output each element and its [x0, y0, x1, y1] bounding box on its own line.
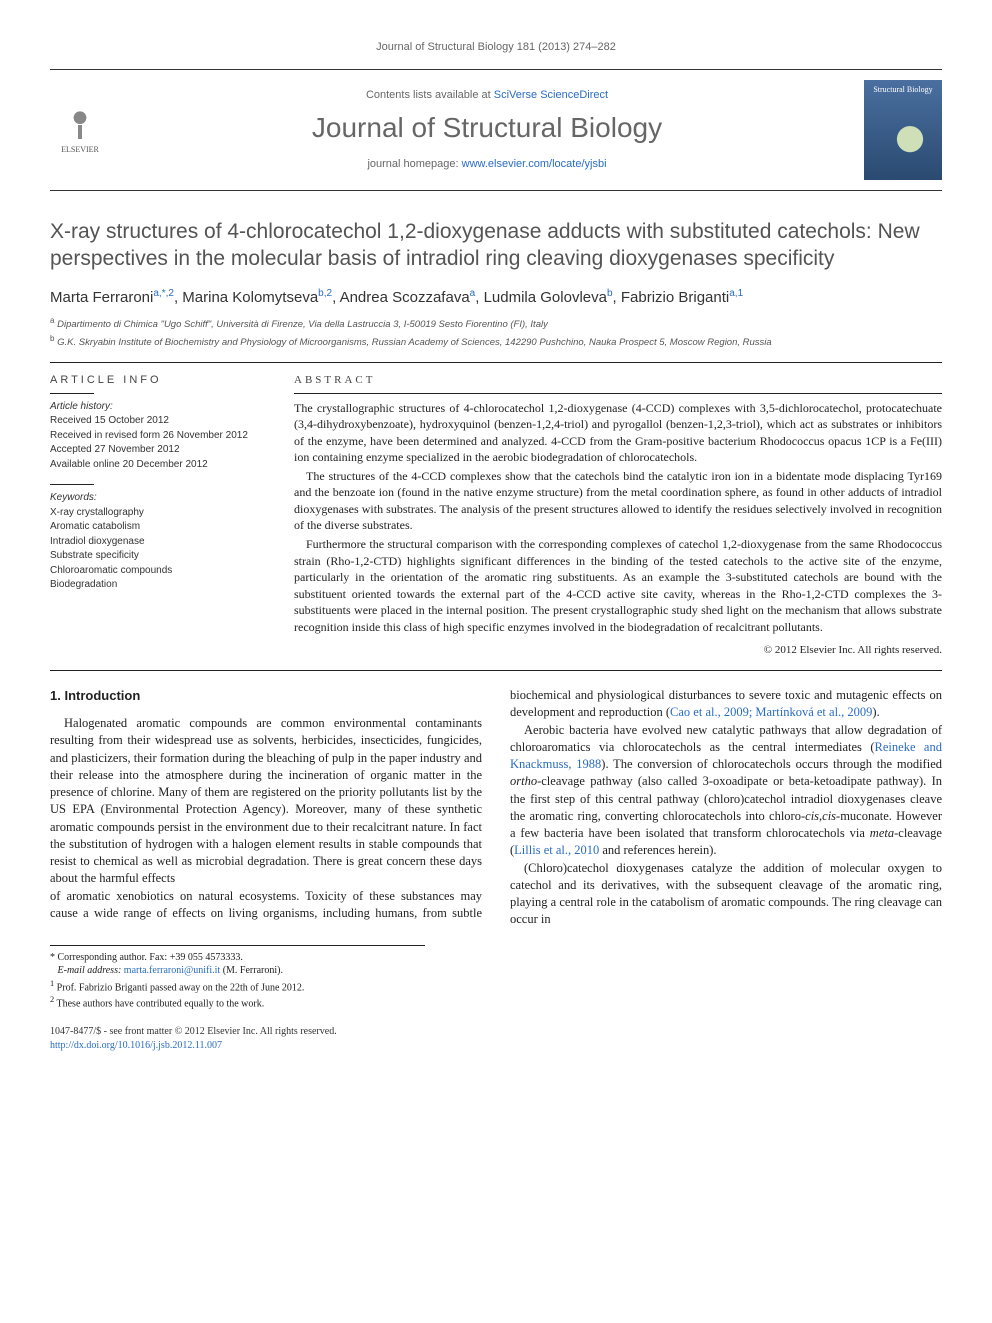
- article-info-heading: ARTICLE INFO: [50, 373, 260, 388]
- cover-art-icon: [868, 99, 938, 172]
- divider: [50, 670, 942, 671]
- affiliations: a Dipartimento di Chimica "Ugo Schiff", …: [50, 316, 942, 350]
- article-title: X-ray structures of 4-chlorocatechol 1,2…: [50, 219, 942, 273]
- info-abstract-row: ARTICLE INFO Article history: Received 1…: [50, 373, 942, 658]
- abstract-paragraph: The structures of the 4-CCD complexes sh…: [294, 468, 942, 534]
- keyword: Biodegradation: [50, 579, 117, 590]
- affiliation: b G.K. Skryabin Institute of Biochemistr…: [50, 334, 942, 350]
- publisher-logo: ELSEVIER: [50, 95, 110, 165]
- cover-text: Structural Biology: [866, 86, 940, 95]
- page: Journal of Structural Biology 181 (2013)…: [0, 0, 992, 1082]
- doi-link[interactable]: http://dx.doi.org/10.1016/j.jsb.2012.11.…: [50, 1040, 222, 1051]
- email-line: E-mail address: marta.ferraroni@unifi.it…: [50, 964, 425, 978]
- journal-cover-thumbnail: Structural Biology: [864, 80, 942, 180]
- meta-rule: [294, 393, 942, 394]
- body-paragraph: Aerobic bacteria have evolved new cataly…: [510, 722, 942, 860]
- keywords-block: Keywords: X-ray crystallography Aromatic …: [50, 491, 260, 593]
- email-paren: (M. Ferraroni).: [223, 965, 283, 976]
- meta-rule: [50, 393, 94, 394]
- bottom-copyright: 1047-8477/$ - see front matter © 2012 El…: [50, 1025, 942, 1052]
- corresponding-author-note: * Corresponding author. Fax: +39 055 457…: [50, 951, 425, 965]
- elsevier-tree-icon: [59, 103, 101, 145]
- section-heading-intro: 1. Introduction: [50, 687, 482, 705]
- abstract-copyright: © 2012 Elsevier Inc. All rights reserved…: [294, 643, 942, 658]
- affiliation: a Dipartimento di Chimica "Ugo Schiff", …: [50, 316, 942, 332]
- article-history: Article history: Received 15 October 201…: [50, 400, 260, 473]
- keyword: Intradiol dioxygenase: [50, 536, 145, 547]
- keywords-label: Keywords:: [50, 492, 97, 503]
- meta-rule: [50, 484, 94, 485]
- email-label: E-mail address:: [58, 965, 122, 976]
- issn-line: 1047-8477/$ - see front matter © 2012 El…: [50, 1025, 942, 1039]
- abstract-heading: ABSTRACT: [294, 373, 942, 388]
- keyword: Chloroaromatic compounds: [50, 565, 172, 576]
- citation-link[interactable]: Cao et al., 2009; Martínková et al., 200…: [670, 705, 872, 719]
- journal-homepage-line: journal homepage: www.elsevier.com/locat…: [128, 157, 846, 172]
- divider: [50, 362, 942, 363]
- body-paragraph: (Chloro)catechol dioxygenases catalyze t…: [510, 860, 942, 929]
- footnote-1: 1 Prof. Fabrizio Briganti passed away on…: [50, 978, 425, 995]
- journal-masthead: ELSEVIER Contents lists available at Sci…: [50, 69, 942, 191]
- author-email-link[interactable]: marta.ferraroni@unifi.it: [124, 965, 220, 976]
- body-two-column: 1. Introduction Halogenated aromatic com…: [50, 687, 942, 929]
- keyword: X-ray crystallography: [50, 507, 144, 518]
- avail-prefix: Contents lists available at: [366, 89, 494, 101]
- citation-link[interactable]: Lillis et al., 2010: [514, 843, 599, 857]
- home-prefix: journal homepage:: [367, 158, 461, 170]
- history-line: Received in revised form 26 November 201…: [50, 430, 248, 441]
- history-line: Available online 20 December 2012: [50, 459, 208, 470]
- footnotes: * Corresponding author. Fax: +39 055 457…: [50, 945, 425, 1012]
- body-paragraph: Halogenated aromatic compounds are commo…: [50, 715, 482, 888]
- keyword: Aromatic catabolism: [50, 521, 140, 532]
- journal-homepage-link[interactable]: www.elsevier.com/locate/yjsbi: [462, 158, 607, 170]
- running-header: Journal of Structural Biology 181 (2013)…: [50, 40, 942, 55]
- footnote-2: 2 These authors have contributed equally…: [50, 994, 425, 1011]
- abstract-text: The crystallographic structures of 4-chl…: [294, 400, 942, 636]
- history-line: Received 15 October 2012: [50, 415, 169, 426]
- masthead-center: Contents lists available at SciVerse Sci…: [128, 88, 846, 171]
- article-info-column: ARTICLE INFO Article history: Received 1…: [50, 373, 260, 658]
- abstract-column: ABSTRACT The crystallographic structures…: [294, 373, 942, 658]
- abstract-paragraph: Furthermore the structural comparison wi…: [294, 536, 942, 635]
- abstract-paragraph: The crystallographic structures of 4-chl…: [294, 400, 942, 466]
- history-line: Accepted 27 November 2012: [50, 444, 180, 455]
- contents-available-line: Contents lists available at SciVerse Sci…: [128, 88, 846, 103]
- sciencedirect-link[interactable]: SciVerse ScienceDirect: [494, 89, 608, 101]
- keyword: Substrate specificity: [50, 550, 139, 561]
- history-label: Article history:: [50, 401, 113, 412]
- citation-link[interactable]: Reineke and Knackmuss, 1988: [510, 740, 942, 771]
- author-list: Marta Ferraronia,*,2, Marina Kolomytseva…: [50, 287, 942, 308]
- publisher-name: ELSEVIER: [61, 145, 99, 156]
- journal-title: Journal of Structural Biology: [128, 109, 846, 147]
